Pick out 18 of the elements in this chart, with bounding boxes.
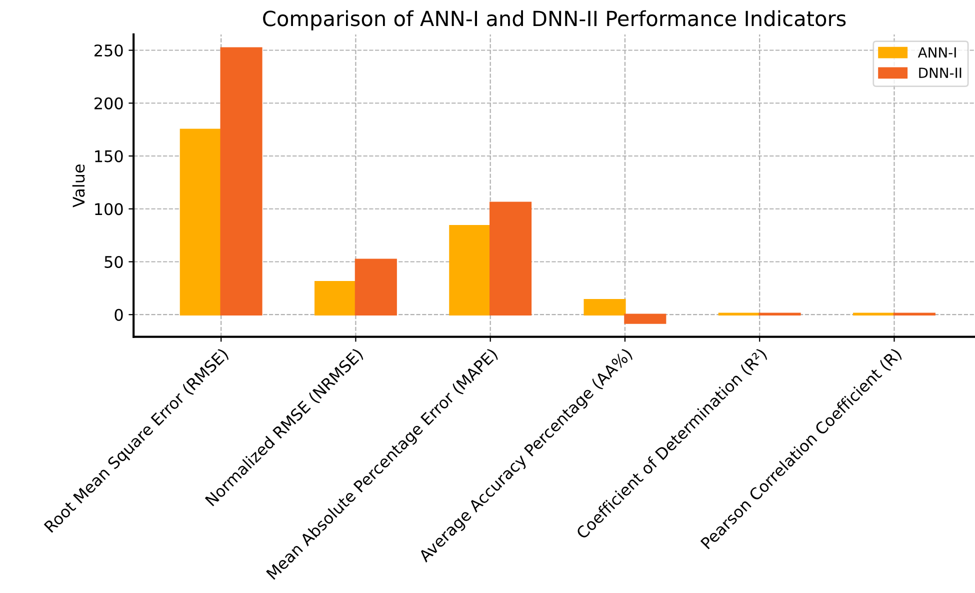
bar	[220, 47, 262, 316]
bar	[314, 281, 357, 316]
y-tick-label: 100	[95, 203, 123, 216]
y-tick-label: 150	[95, 150, 123, 162]
bar	[490, 202, 532, 316]
y-axis-title: Value	[72, 164, 85, 208]
bar	[584, 298, 626, 316]
chart-title: Comparison of ANN-I and DNN-II Performance Indicators	[263, 10, 846, 30]
bar	[624, 314, 666, 324]
legend-label: ANN-I	[918, 47, 956, 58]
y-tick-label: 250	[94, 44, 123, 57]
y-tick-label: 0	[114, 308, 123, 321]
y-tick-label: 50	[104, 256, 123, 268]
bar	[449, 224, 492, 316]
bar	[180, 128, 222, 316]
y-tick-label: 200	[94, 97, 123, 110]
legend-label: DNN-II	[919, 68, 962, 78]
bar	[354, 258, 397, 316]
